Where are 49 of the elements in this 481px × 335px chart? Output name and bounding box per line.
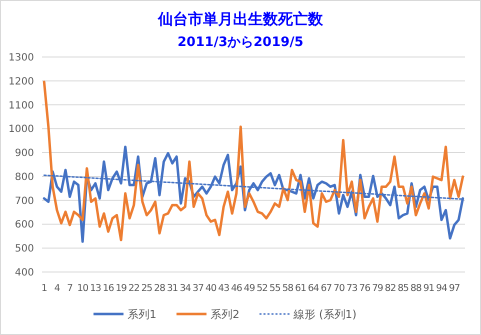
y-tick-label: 700 (14, 196, 34, 207)
y-tick-label: 1000 (8, 124, 34, 136)
y-tick-label: 1200 (8, 76, 34, 88)
x-tick-label: 4 (54, 283, 60, 294)
x-tick-label: 76 (359, 283, 371, 294)
y-tick-label: 1100 (8, 100, 34, 112)
x-tick-label: 46 (230, 283, 242, 294)
x-tick-label: 28 (154, 283, 166, 294)
x-tick-label: 85 (398, 283, 410, 294)
x-tick-label: 16 (102, 283, 114, 294)
x-tick-label: 31 (166, 283, 178, 294)
y-tick-label: 900 (14, 148, 34, 160)
legend-label: 系列2 (210, 308, 240, 321)
y-tick-label: 500 (14, 244, 34, 255)
x-tick-label: 13 (90, 283, 102, 294)
x-tick-label: 25 (141, 283, 153, 294)
y-tick-label: 1300 (8, 52, 34, 64)
x-tick-label: 49 (244, 283, 256, 294)
x-tick-label: 7 (67, 283, 74, 294)
chart-subtitle: 2011/3から2019/5 (178, 35, 304, 50)
x-tick-label: 52 (256, 283, 268, 294)
legend-label: 線形 (系列1) (292, 308, 357, 321)
x-tick-label: 82 (384, 283, 396, 294)
y-tick-label: 400 (14, 268, 34, 278)
x-tick-label: 40 (205, 283, 217, 294)
x-tick-label: 61 (295, 283, 306, 294)
x-tick-label: 55 (269, 283, 281, 294)
line-series (42, 80, 464, 242)
y-tick-label: 800 (14, 172, 34, 183)
x-tick-label: 73 (346, 283, 358, 294)
x-tick-label: 67 (320, 283, 332, 294)
x-tick-label: 34 (180, 283, 192, 294)
chart-title: 仙台市単月出生数死亡数 (157, 10, 324, 28)
x-tick-label: 91 (423, 283, 435, 294)
x-tick-label: 43 (218, 283, 230, 294)
x-tick-label: 37 (192, 283, 204, 294)
x-tick-label: 79 (372, 283, 384, 294)
x-tick-label: 97 (448, 283, 460, 294)
x-tick-label: 94 (436, 283, 448, 294)
y-tick-label: 600 (14, 220, 34, 231)
x-tick-label: 10 (77, 283, 89, 294)
x-tick-label: 88 (410, 283, 422, 294)
x-tick-label: 22 (128, 283, 140, 294)
x-tick-label: 1 (41, 283, 48, 294)
x-tick-label: 64 (308, 283, 320, 294)
x-tick-label: 19 (116, 283, 128, 294)
x-tick-label: 70 (334, 283, 345, 294)
legend-label: 系列1 (128, 308, 156, 321)
x-tick-label: 58 (282, 283, 294, 294)
